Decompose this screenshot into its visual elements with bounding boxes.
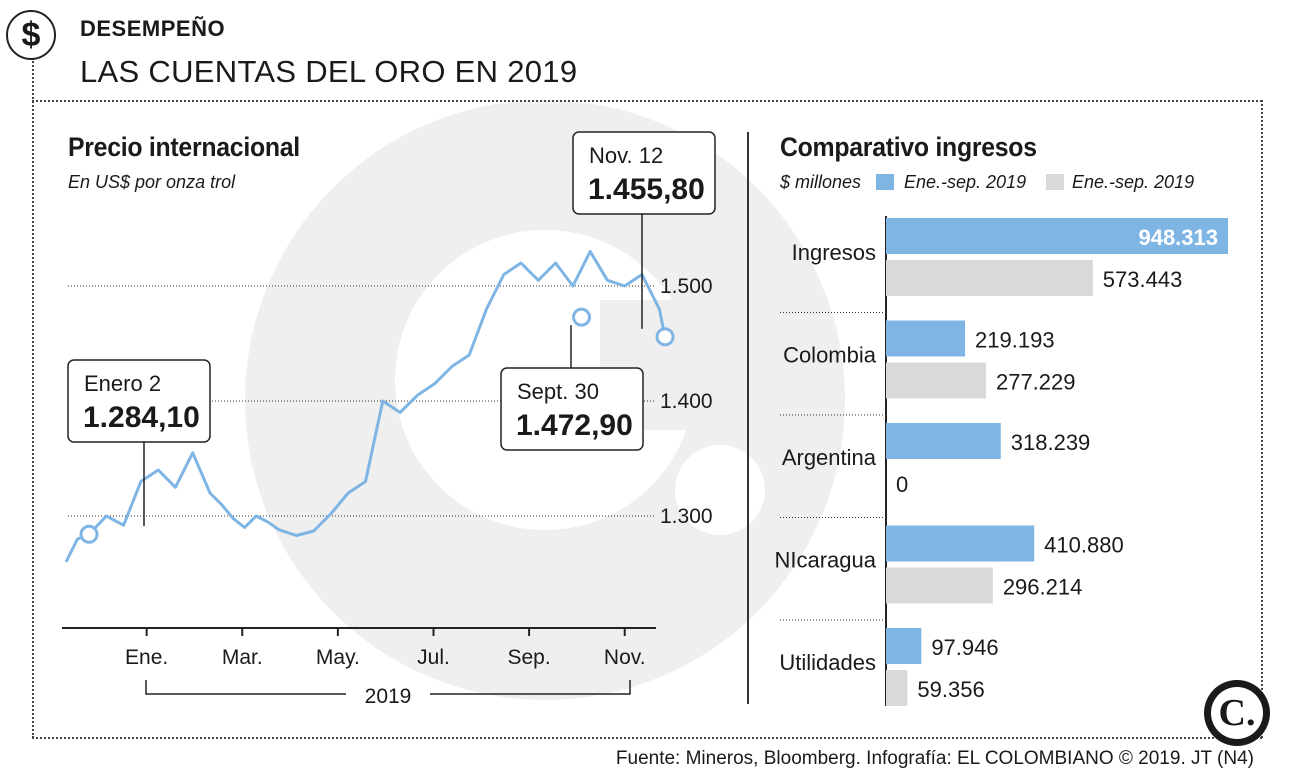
comparison-chart-title: Comparativo ingresos: [780, 132, 1037, 162]
legend-swatch-blue: [876, 174, 894, 190]
y-tick-label: 1.500: [660, 275, 713, 298]
x-tick-label: Ene.: [125, 646, 168, 669]
frame-border-top: [32, 100, 1262, 102]
bar-blue: [886, 525, 1035, 562]
bar-category-label: Colombia: [783, 343, 877, 368]
watermark-dot: [675, 445, 765, 535]
annotation-marker: [655, 327, 675, 347]
year-bracket: [145, 680, 631, 695]
panel-divider: [747, 132, 749, 704]
x-axis-label: 2019: [365, 685, 412, 708]
bar-value-label: 296.214: [1003, 575, 1083, 600]
annotation-value: 1.284,10: [83, 401, 200, 434]
annotation-label: Sept. 30: [517, 379, 599, 404]
bar-blue: [886, 320, 966, 357]
y-tick-label: 1.400: [660, 390, 713, 413]
bar-blue: [886, 423, 1001, 459]
bar-category-label: Argentina: [782, 445, 877, 470]
annotation-marker: [572, 307, 592, 327]
frame-border-bottom: [32, 737, 1262, 739]
bar-value-label: 219.193: [975, 328, 1055, 353]
legend-label-blue: Ene.-sep. 2019: [904, 172, 1027, 192]
bar-value-label: 410.880: [1044, 533, 1124, 558]
bar-category-label: Utilidades: [779, 650, 876, 675]
bar-gray: [886, 567, 993, 604]
logo-glyph: C.: [1211, 687, 1263, 739]
price-chart-title: Precio internacional: [68, 132, 300, 162]
y-tick-label: 1.300: [660, 505, 713, 528]
annotation-label: Nov. 12: [589, 143, 663, 168]
bar-value-label: 318.239: [1011, 430, 1091, 455]
bar-gray: [886, 670, 908, 706]
page-title: LAS CUENTAS DEL ORO EN 2019: [80, 54, 578, 89]
annotation-box: [500, 367, 644, 451]
bar-gray: [886, 260, 1093, 296]
bar-value-label: 0: [896, 472, 908, 497]
bar-blue: [886, 218, 1228, 254]
x-tick-label: May.: [316, 646, 360, 669]
gold-price-line: [64, 250, 667, 563]
legend-label-gray: Ene.-sep. 2019: [1072, 172, 1195, 192]
bar-value-label: 59.356: [917, 677, 984, 702]
annotation-box: [67, 359, 211, 443]
price-chart-subtitle: En US$ por onza trol: [68, 172, 236, 192]
bar-value-label: 573.443: [1103, 267, 1183, 292]
legend-swatch-gray: [1046, 174, 1064, 190]
bar-gray: [886, 362, 986, 399]
comparison-unit-label: $ millones: [780, 172, 862, 192]
bar-value-label: 277.229: [996, 370, 1076, 395]
bar-blue: [886, 628, 922, 664]
section-label: DESEMPEÑO: [80, 16, 226, 41]
bar-value-label: 97.946: [931, 635, 998, 660]
annotation-label: Enero 2: [84, 371, 161, 396]
annotation-value: 1.455,80: [588, 173, 705, 206]
dollar-glyph: $: [21, 16, 41, 54]
x-tick-label: Mar.: [222, 646, 263, 669]
source-credit: Fuente: Mineros, Bloomberg. Infografía: …: [615, 748, 1254, 769]
annotation-value: 1.472,90: [516, 409, 633, 442]
annotation-marker: [79, 524, 99, 544]
x-tick-label: Jul.: [417, 646, 450, 669]
x-tick-label: Sep.: [508, 646, 551, 669]
bar-value-label: 948.313: [1138, 225, 1218, 250]
bar-category-label: Ingresos: [792, 240, 876, 265]
dollar-icon: $: [6, 10, 56, 60]
annotation-box: [572, 131, 716, 215]
el-colombiano-logo: C.: [1204, 680, 1270, 746]
bar-category-label: NIcaragua: [774, 548, 876, 573]
frame-border-right: [1261, 100, 1263, 738]
frame-border-left: [32, 58, 34, 738]
x-tick-label: Nov.: [604, 646, 646, 669]
